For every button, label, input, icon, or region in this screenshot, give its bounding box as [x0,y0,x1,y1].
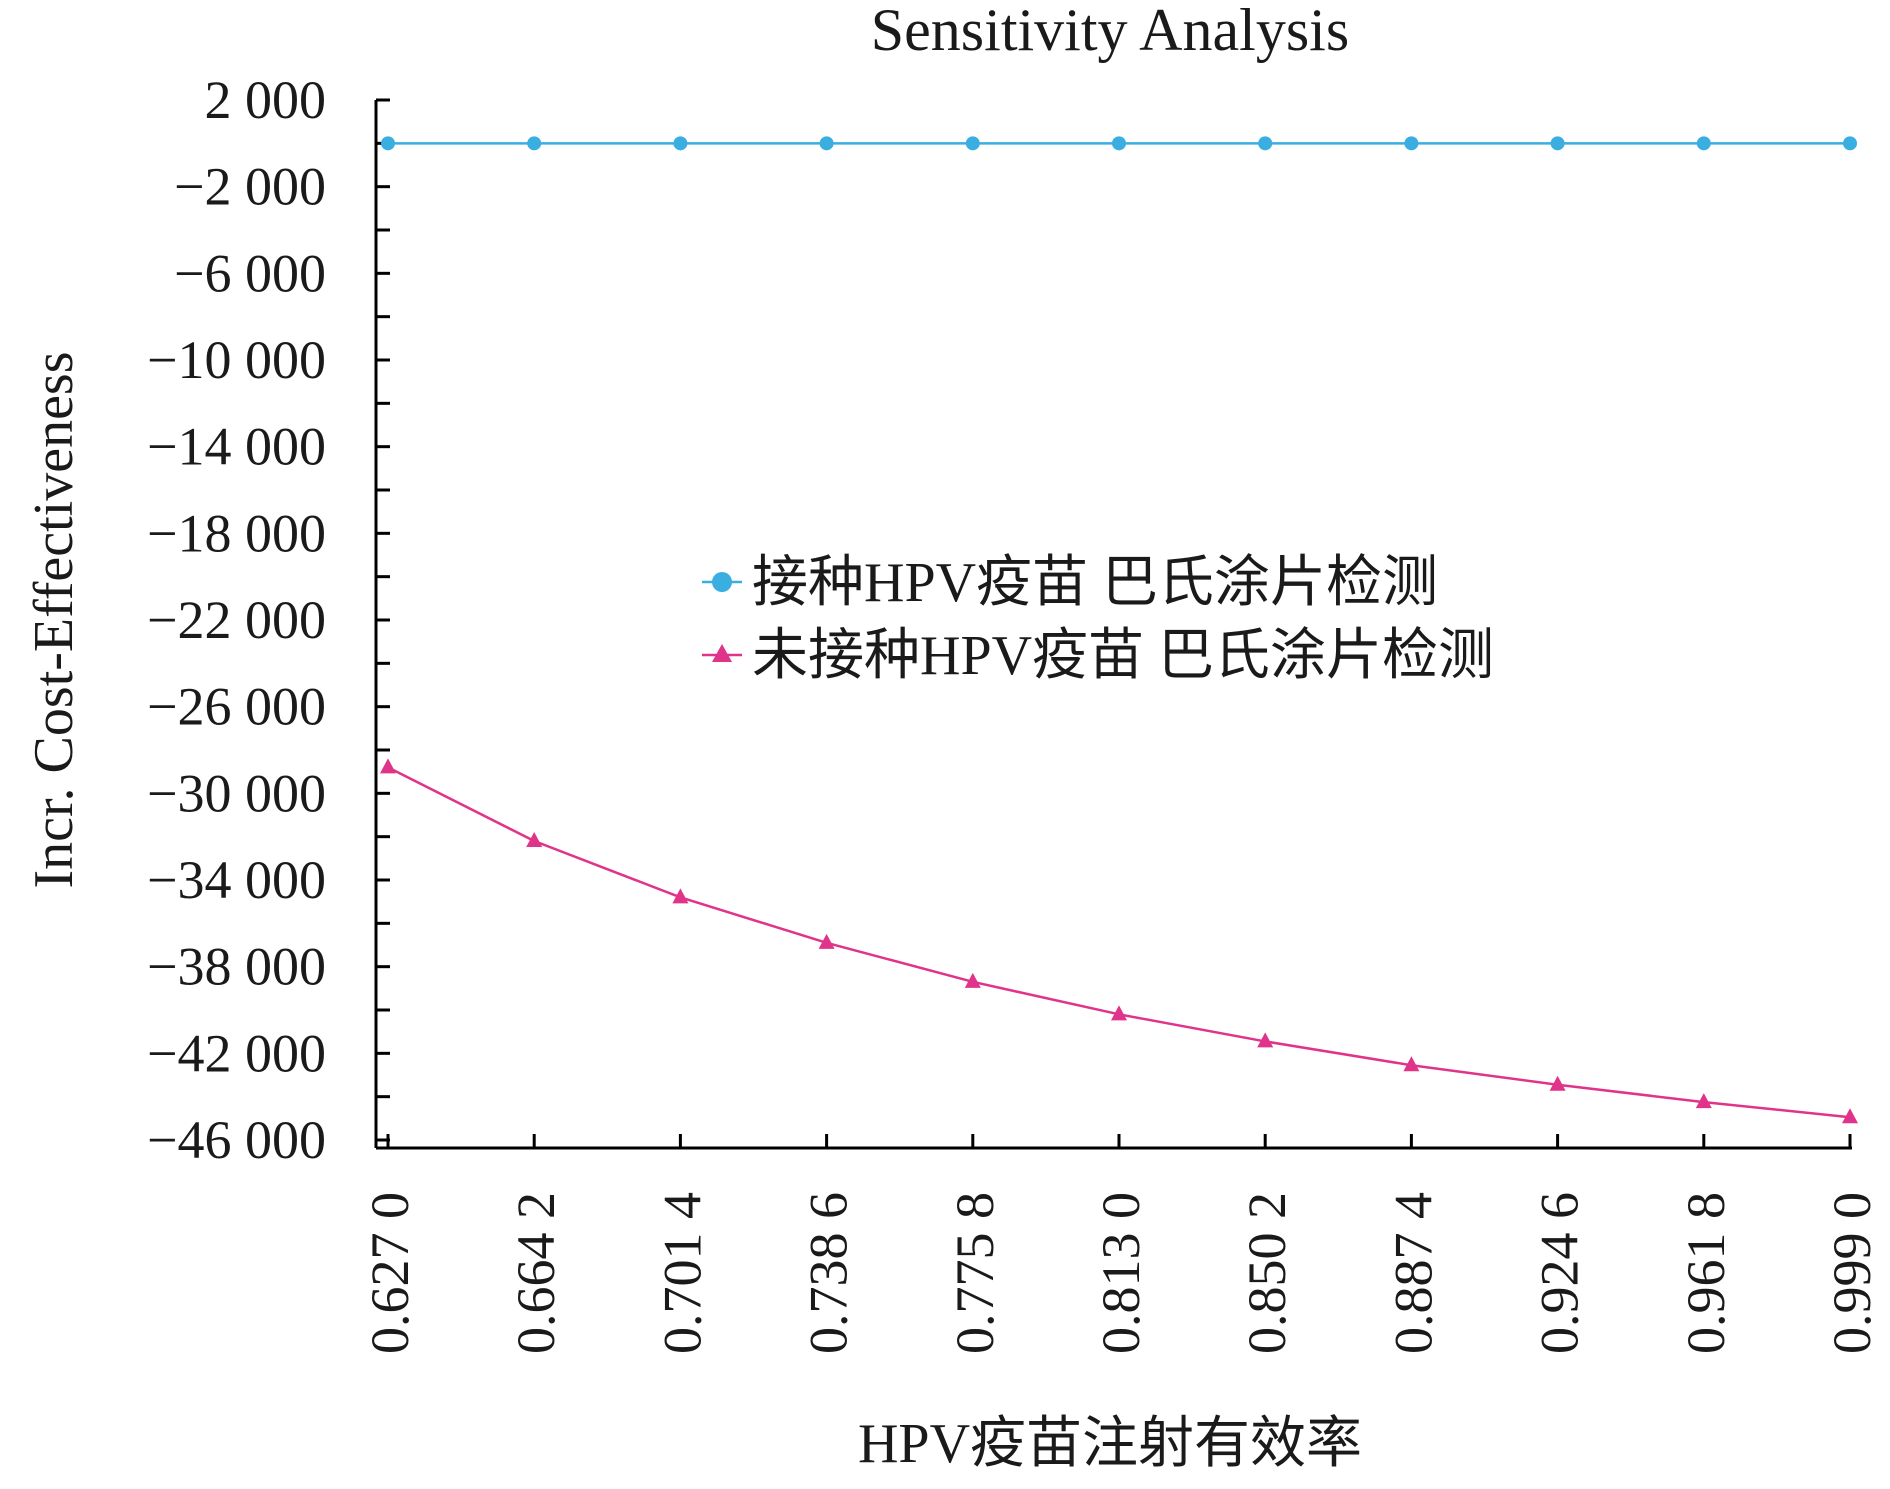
y-tick-label: −14 000 [147,417,326,477]
data-point-triangle [1842,1108,1858,1124]
data-point-triangle [380,758,396,774]
chart-title: Sensitivity Analysis [871,0,1349,63]
data-point-triangle [964,972,981,988]
data-point-circle [1843,136,1857,151]
y-tick-label: −6 000 [174,243,326,303]
data-point-circle [673,136,688,151]
x-axis-label: HPV疫苗注射有效率 [858,1413,1362,1475]
data-point-circle [965,136,980,151]
data-point-circle [1112,136,1126,151]
legend-item: 未接种HPV疫苗 巴氏涂片检测 [702,625,1494,687]
axes [374,100,1852,1150]
data-point-triangle [1403,1056,1420,1072]
y-tick-label: −42 000 [147,1023,326,1083]
series-line [387,766,1851,1119]
y-axis-ticks: 2 000 −2 000 −6 000 −10 000 −14 000 −18 000 −2… [147,70,390,1170]
x-tick-label: 0.924 6 [1530,1192,1590,1354]
y-tick-label: −30 000 [147,763,326,823]
x-tick-label: 0.961 8 [1676,1192,1736,1354]
y-axis-label: Incr. Cost-Effectiveness [23,351,85,888]
legend-marker-circle [712,572,732,592]
y-tick-label: 2 000 [205,70,327,130]
data-point-circle [527,136,542,151]
data-point-circle [381,136,395,151]
data-point-triangle [672,888,689,904]
legend-marker-triangle [712,644,732,662]
y-tick-label: −22 000 [147,590,326,650]
x-tick-label: 0.887 4 [1383,1192,1443,1354]
x-tick-label: 0.999 0 [1822,1192,1882,1354]
legend-label: 接种HPV疫苗 巴氏涂片检测 [752,552,1438,614]
series-2 [380,758,1858,1124]
y-tick-label: −2 000 [174,157,326,217]
y-tick-label: −18 000 [147,503,326,563]
data-point-triangle [1549,1075,1566,1091]
x-tick-label: 0.775 8 [945,1192,1005,1354]
data-point-circle [819,136,834,151]
data-point-triangle [1257,1032,1274,1048]
x-tick-label: 0.627 0 [360,1192,420,1354]
data-point-triangle [818,933,835,949]
data-point-circle [1550,136,1565,151]
series-layer [380,136,1858,1124]
x-tick-label: 0.701 4 [652,1192,712,1354]
y-tick-label: −38 000 [147,937,326,997]
y-tick-label: −26 000 [147,677,326,737]
data-point-triangle [1695,1093,1712,1109]
series-1 [381,136,1857,151]
x-tick-label: 0.813 0 [1091,1192,1151,1354]
y-tick-label: −34 000 [147,850,326,910]
x-tick-label: 0.664 2 [506,1192,566,1354]
data-point-triangle [526,832,543,847]
data-point-triangle [1111,1005,1127,1021]
x-tick-label: 0.738 6 [799,1192,859,1354]
x-tick-label: 0.850 2 [1237,1192,1297,1354]
data-point-circle [1696,136,1711,151]
y-tick-label: −46 000 [147,1110,326,1170]
legend-item: 接种HPV疫苗 巴氏涂片检测 [702,552,1438,614]
y-tick-label: −10 000 [147,330,326,390]
x-axis-ticks: 0.627 0 0.664 2 0.701 4 0.738 6 0.775 8 0.813… [360,1134,1882,1354]
data-point-circle [1404,136,1419,151]
legend-label: 未接种HPV疫苗 巴氏涂片检测 [752,625,1494,687]
data-point-circle [1258,136,1273,151]
